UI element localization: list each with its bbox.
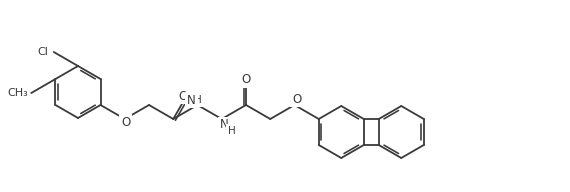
Text: Cl: Cl — [37, 47, 48, 57]
Text: N: N — [219, 118, 228, 132]
Text: O: O — [241, 73, 251, 86]
Text: N: N — [187, 94, 196, 107]
Text: O: O — [121, 116, 131, 128]
Text: H: H — [228, 126, 235, 136]
Text: O: O — [178, 89, 188, 103]
Text: CH₃: CH₃ — [7, 88, 29, 98]
Text: H: H — [194, 95, 201, 105]
Text: O: O — [292, 93, 301, 105]
